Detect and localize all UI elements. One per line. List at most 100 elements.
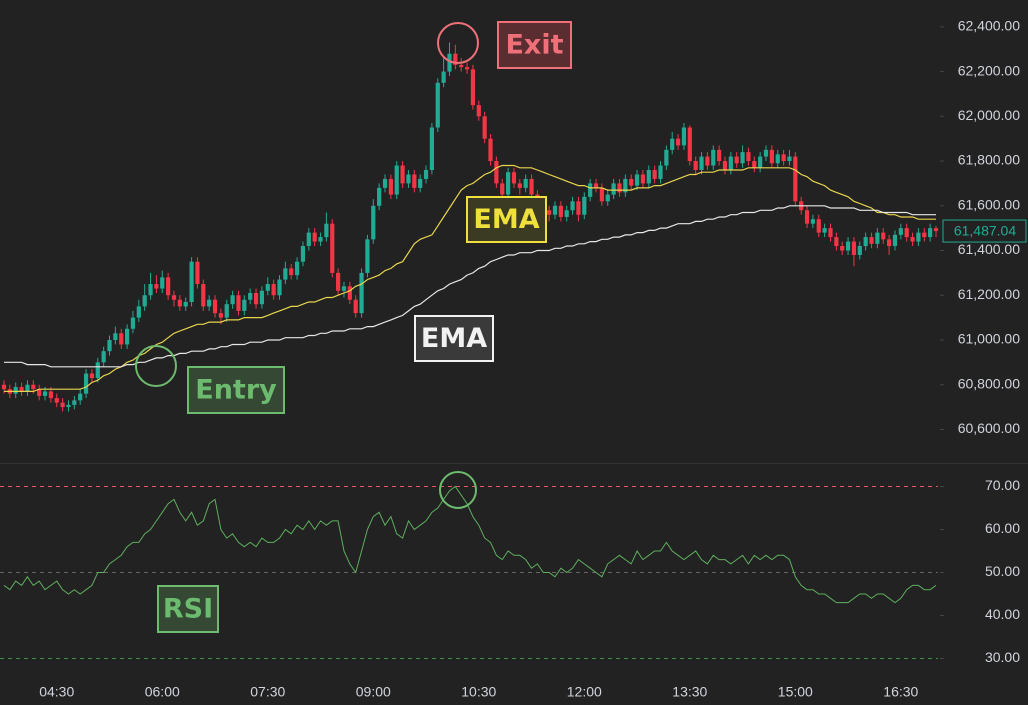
candle-body bbox=[863, 237, 868, 247]
candle-body bbox=[816, 219, 821, 233]
y-tick-label: 60,800.00 bbox=[958, 375, 1020, 391]
annotation-label: Exit bbox=[505, 30, 563, 61]
candle-body bbox=[500, 183, 505, 195]
annotation-box bbox=[414, 315, 494, 362]
candle-body bbox=[406, 174, 411, 184]
candle-body bbox=[916, 232, 921, 242]
candle-body bbox=[154, 284, 159, 289]
candle-body bbox=[699, 156, 704, 170]
candle-body bbox=[107, 339, 112, 352]
candle-body bbox=[845, 241, 851, 251]
candle-body bbox=[464, 67, 470, 70]
y-tick-label: 70.00 bbox=[985, 477, 1020, 493]
candle-body bbox=[634, 174, 640, 186]
candle-body bbox=[113, 333, 118, 340]
candle-body bbox=[517, 183, 522, 188]
x-tick-label: 07:30 bbox=[250, 684, 285, 700]
candle-body bbox=[658, 165, 663, 179]
annotation-label: EMA bbox=[421, 323, 487, 354]
candle-body bbox=[377, 187, 382, 206]
candle-body bbox=[840, 246, 845, 251]
x-tick-label: 04:30 bbox=[39, 684, 74, 700]
candle-body bbox=[324, 223, 329, 238]
candle-body bbox=[365, 239, 370, 273]
candle-body bbox=[476, 105, 481, 117]
candle-body bbox=[54, 398, 59, 403]
y-tick-label: 50.00 bbox=[985, 563, 1020, 579]
candle-body bbox=[359, 272, 364, 314]
candle-body bbox=[722, 161, 728, 170]
candle-body bbox=[488, 138, 493, 162]
candle-body bbox=[787, 156, 792, 162]
candle-body bbox=[717, 149, 722, 162]
candle-body bbox=[294, 261, 300, 276]
candle-body bbox=[60, 402, 65, 408]
last-price-box bbox=[942, 219, 1027, 243]
candle-body bbox=[330, 223, 335, 273]
candle-body bbox=[552, 205, 558, 215]
candle-body bbox=[781, 154, 786, 162]
y-tick-label: 62,400.00 bbox=[958, 18, 1020, 34]
candle-body bbox=[646, 169, 651, 184]
candle-body bbox=[928, 228, 933, 238]
candle-body bbox=[412, 174, 417, 188]
candle-body bbox=[177, 299, 182, 307]
candle-body bbox=[318, 237, 323, 242]
candle-body bbox=[728, 156, 733, 170]
candle-body bbox=[629, 178, 634, 186]
y-tick-label: 61,200.00 bbox=[958, 286, 1020, 302]
candle-body bbox=[388, 178, 393, 195]
candle-body bbox=[810, 219, 816, 224]
candle-body bbox=[400, 165, 405, 184]
candle-body bbox=[42, 391, 48, 396]
annotation-label: Entry bbox=[195, 375, 277, 406]
candle-body bbox=[101, 351, 106, 363]
candle-body bbox=[851, 241, 857, 255]
annotation-box bbox=[187, 366, 285, 414]
candle-body bbox=[300, 246, 306, 262]
candle-body bbox=[482, 116, 487, 139]
candle-body bbox=[470, 69, 476, 106]
candle-body bbox=[447, 53, 452, 72]
candle-body bbox=[441, 71, 446, 83]
candle-body bbox=[664, 149, 669, 166]
candle-body bbox=[265, 284, 270, 291]
candle-body bbox=[248, 293, 253, 300]
candle-body bbox=[793, 156, 798, 202]
y-tick-label: 61,600.00 bbox=[958, 196, 1020, 212]
annotation-circle bbox=[437, 22, 479, 64]
annotation-circle bbox=[439, 471, 477, 509]
candle-body bbox=[259, 290, 265, 305]
x-tick-label: 15:00 bbox=[778, 684, 813, 700]
candle-body bbox=[570, 201, 575, 211]
candle-body bbox=[740, 152, 745, 164]
candle-body bbox=[13, 386, 18, 394]
y-tick-label: 30.00 bbox=[985, 649, 1020, 665]
candle-body bbox=[828, 228, 833, 238]
y-tick-label: 61,800.00 bbox=[958, 152, 1020, 168]
y-tick-label: 62,000.00 bbox=[958, 107, 1020, 123]
candle-body bbox=[758, 156, 763, 168]
candle-body bbox=[705, 156, 710, 166]
candle-body bbox=[869, 237, 874, 244]
candle-body bbox=[224, 304, 229, 318]
candle-body bbox=[640, 174, 646, 184]
candle-body bbox=[558, 205, 563, 217]
candle-body bbox=[19, 386, 24, 392]
candle-body bbox=[207, 299, 212, 307]
candle-body bbox=[681, 127, 687, 146]
candle-body bbox=[593, 183, 599, 188]
x-tick-label: 12:00 bbox=[567, 684, 602, 700]
candle-body bbox=[183, 301, 188, 307]
candle-body bbox=[652, 169, 657, 179]
candle-body bbox=[171, 295, 177, 300]
y-tick-label: 60.00 bbox=[985, 520, 1020, 536]
candle-body bbox=[160, 277, 165, 289]
candle-body bbox=[576, 201, 581, 215]
candle-body bbox=[148, 284, 153, 296]
candle-body bbox=[494, 161, 499, 184]
candle-body bbox=[459, 64, 464, 68]
candle-body bbox=[353, 299, 358, 314]
